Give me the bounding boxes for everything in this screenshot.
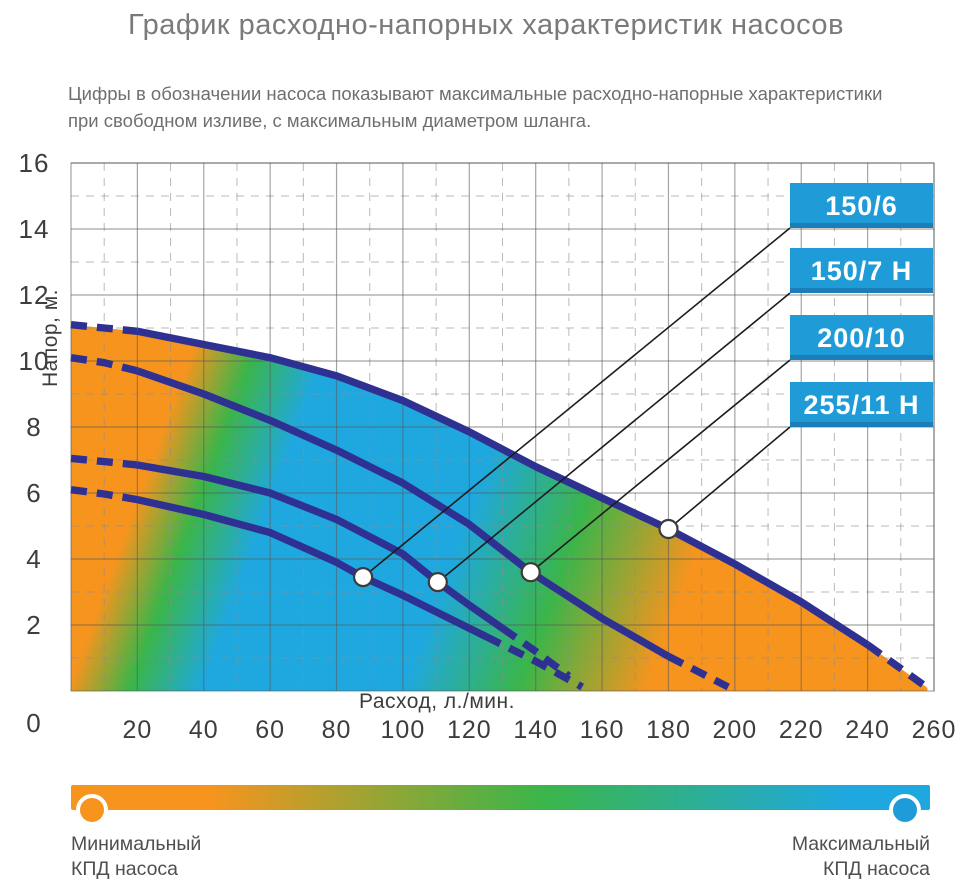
- x-tick-100: 100: [381, 716, 426, 744]
- duty-point-255-11-Н: [658, 518, 679, 540]
- x-axis-title: Расход, л./мин.: [359, 690, 515, 713]
- y-tick-12: 12: [19, 280, 50, 310]
- chart-description-line1: Цифры в обозначении насоса показывают ма…: [68, 83, 883, 104]
- x-tick-140: 140: [513, 716, 558, 744]
- pump-curve-150-7-Н-start: [70, 454, 138, 469]
- pump-label-box-150-6: [790, 183, 933, 228]
- pump-label-150-7-Н: 150/7 Н: [811, 256, 913, 286]
- y-tick-16: 16: [19, 148, 50, 178]
- duty-point-150-7-Н: [427, 571, 448, 593]
- callout-line-200-10: [530, 359, 791, 573]
- x-tick-40: 40: [189, 716, 219, 744]
- y-tick-0: 0: [26, 708, 41, 738]
- y-tick-8: 8: [26, 412, 41, 442]
- pump-curve-150-7-Н-main: [136, 461, 505, 632]
- pump-label-box-edge-200-10: [790, 355, 933, 360]
- pump-curve-150-7-Н-end: [500, 625, 572, 680]
- x-tick-160: 160: [580, 716, 625, 744]
- pump-curve-150-6-end: [484, 633, 584, 691]
- plot-frame: [70, 162, 935, 692]
- pump-curve-255-11-Н-end: [865, 641, 930, 691]
- legend-min-line1: Минимальный: [71, 833, 202, 855]
- x-tick-60: 60: [255, 716, 285, 744]
- pump-label-200-10: 200/10: [817, 323, 906, 353]
- chart-description: Цифры в обозначении насоса показывают ма…: [68, 80, 948, 134]
- y-tick-4: 4: [26, 544, 41, 574]
- x-tick-240: 240: [845, 716, 890, 744]
- x-tick-260: 260: [912, 716, 957, 744]
- min-efficiency-marker: [76, 794, 108, 826]
- pump-curve-200-10-start: [70, 354, 139, 375]
- y-axis-title: Напор, м.: [39, 289, 62, 387]
- max-efficiency-marker: [889, 794, 921, 826]
- y-tick-2: 2: [26, 610, 41, 640]
- duty-point-200-10: [520, 562, 541, 583]
- legend-max-line1: Максимальный: [791, 833, 930, 855]
- x-tick-120: 120: [447, 716, 492, 744]
- pump-label-255-11-Н: 255/11 Н: [803, 390, 919, 420]
- callout-line-150-6: [362, 227, 791, 578]
- x-tick-220: 220: [779, 716, 824, 744]
- duty-point-150-6: [353, 566, 374, 588]
- legend-min-line2: КПД насоса: [71, 858, 179, 880]
- pump-label-box-edge-150-6: [790, 223, 933, 228]
- y-tick-14: 14: [19, 214, 50, 244]
- pump-label-150-6: 150/6: [825, 191, 898, 221]
- x-tick-20: 20: [122, 716, 152, 744]
- chart-description-line2: при свободном изливе, с максимальным диа…: [68, 110, 592, 131]
- legend-max-efficiency-label: Максимальный КПД насоса: [792, 832, 930, 882]
- pump-label-box-edge-255-11-Н: [790, 422, 933, 427]
- pump-label-box-150-7-Н: [790, 248, 933, 293]
- x-tick-80: 80: [322, 716, 352, 744]
- legend-max-line2: КПД насоса: [822, 858, 930, 880]
- y-tick-10: 10: [19, 346, 50, 376]
- pump-curve-255-11-Н-start: [70, 321, 138, 335]
- pump-label-box-edge-150-7-Н: [790, 288, 933, 293]
- legend-min-efficiency-label: Минимальный КПД насоса: [71, 832, 201, 882]
- pump-curve-255-11-Н-main: [136, 327, 870, 648]
- pump-curve-150-6-main: [136, 495, 488, 640]
- callout-line-150-7-Н: [437, 292, 791, 583]
- x-tick-200: 200: [712, 716, 757, 744]
- efficiency-gradient-bar: [71, 785, 930, 826]
- pump-curve-200-10-main: [136, 367, 671, 660]
- pump-label-box-200-10: [790, 315, 933, 360]
- page-title: График расходно-напорных характеристик н…: [128, 9, 844, 41]
- callout-line-255-11-Н: [667, 426, 791, 530]
- y-tick-6: 6: [26, 478, 41, 508]
- pump-curve-150-6-start: [70, 486, 139, 504]
- x-tick-180: 180: [646, 716, 691, 744]
- pump-curve-200-10-end: [666, 653, 730, 691]
- pump-label-box-255-11-Н: [790, 382, 933, 427]
- efficiency-region: [71, 324, 928, 691]
